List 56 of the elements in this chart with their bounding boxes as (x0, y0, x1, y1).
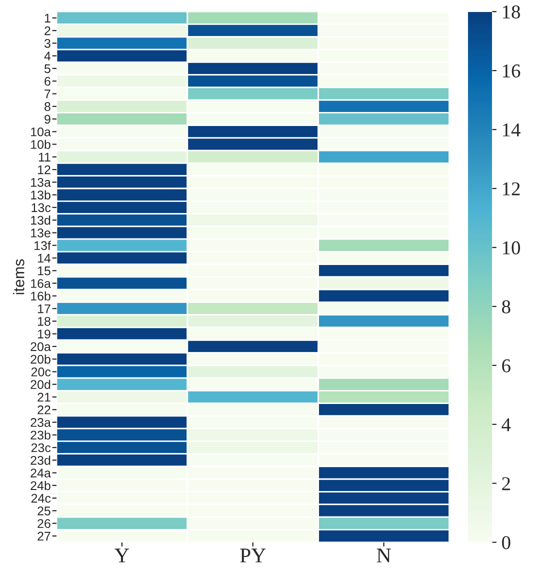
color-bar-label: 8 (502, 300, 510, 314)
y-tick-label: 1 (44, 14, 50, 22)
y-tick-label: 13a (31, 178, 51, 187)
color-bar-label: 2 (502, 477, 510, 490)
y-tick-label: 13f (34, 240, 51, 250)
y-tick-label: 24c (31, 494, 51, 503)
y-tick-label: 20a (30, 342, 51, 352)
y-tick-label: 12 (38, 165, 50, 174)
color-bar-label: 16 (503, 64, 520, 78)
x-tick-label: N (376, 548, 391, 562)
y-tick-label: 5 (44, 64, 50, 74)
y-tick-label: 21 (38, 392, 50, 402)
y-tick-label: 23b (30, 430, 50, 440)
color-bar-label: 14 (503, 123, 520, 136)
color-bar-label: 18 (503, 5, 520, 19)
y-tick-label: 23c (31, 443, 51, 452)
y-tick-label: 14 (38, 254, 51, 263)
y-tick-label: 10b (31, 140, 50, 149)
y-tick-label: 10a (31, 127, 51, 136)
color-bar-label: 6 (502, 359, 510, 372)
y-tick-label: 6 (44, 76, 50, 86)
y-tick-label: 26 (38, 519, 50, 528)
y-tick-label: 22 (38, 405, 50, 414)
y-tick-label: 18 (38, 316, 50, 326)
y-tick-label: 9 (44, 114, 50, 124)
y-tick-label: 27 (38, 532, 50, 541)
x-tick-label: PY (240, 548, 266, 562)
y-tick-label: 23d (30, 456, 50, 465)
y-tick-label: 7 (44, 90, 50, 98)
color-bar-label: 12 (503, 182, 520, 196)
color-bar-label: 10 (503, 241, 520, 254)
y-tick-label: 16b (31, 291, 50, 301)
color-bar-label: 4 (502, 418, 511, 432)
y-tick-label: 4 (44, 52, 51, 60)
y-tick-label: 23a (30, 418, 51, 427)
y-tick-label: 20c (31, 368, 51, 376)
y-tick-label: 24a (30, 468, 51, 478)
y-tick-label: 13e (31, 228, 50, 238)
y-tick-label: 20d (30, 380, 50, 390)
y-tick-label: 2 (44, 26, 50, 36)
y-tick-label: 13b (31, 190, 50, 200)
y-tick-label: 16a (31, 279, 51, 288)
y-tick-label: 20b (30, 354, 50, 364)
y-tick-label: 17 (38, 304, 50, 314)
y-tick-label: 13c (32, 203, 51, 212)
y-tick-label: 15 (38, 266, 50, 276)
y-tick-label: 24b (30, 480, 50, 490)
y-tick-label: 11 (38, 152, 50, 162)
color-bar-label: 0 (502, 536, 510, 550)
x-tick-label: Y (114, 548, 129, 562)
y-tick-label: 13d (31, 216, 50, 225)
y-tick-label: 25 (38, 506, 50, 516)
y-tick-label: 19 (38, 330, 50, 338)
y-tick-label: 3 (44, 38, 50, 48)
y-tick-label: 8 (44, 102, 50, 112)
y-axis-title: items (13, 259, 24, 294)
